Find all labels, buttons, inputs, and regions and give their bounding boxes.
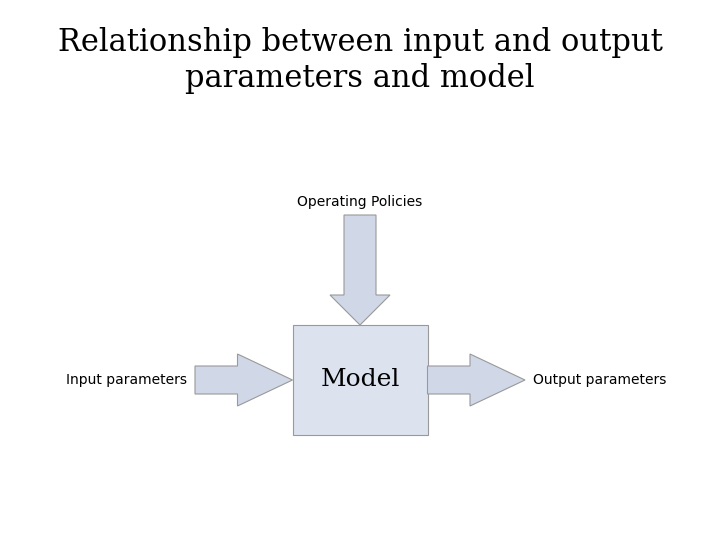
Text: Input parameters: Input parameters xyxy=(66,373,187,387)
Polygon shape xyxy=(330,215,390,325)
Polygon shape xyxy=(428,354,525,406)
Text: Relationship between input and output
parameters and model: Relationship between input and output pa… xyxy=(58,27,662,94)
Text: Model: Model xyxy=(320,368,400,392)
Text: Operating Policies: Operating Policies xyxy=(297,195,423,209)
Text: Output parameters: Output parameters xyxy=(533,373,667,387)
FancyBboxPatch shape xyxy=(292,325,428,435)
Polygon shape xyxy=(195,354,292,406)
